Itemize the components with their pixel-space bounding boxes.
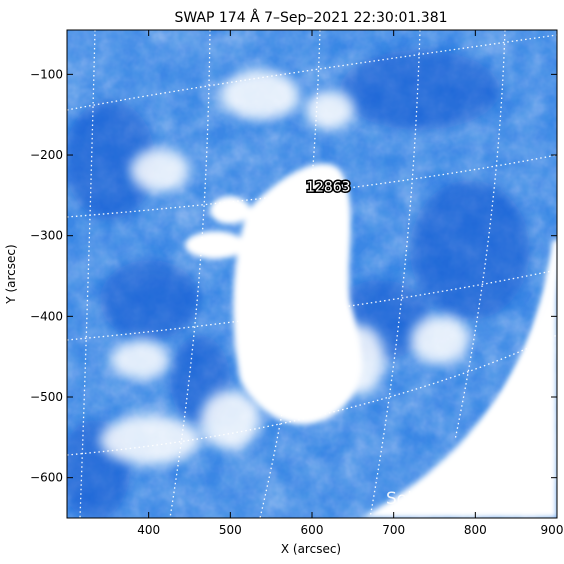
y-tick-label: −300 bbox=[30, 229, 63, 243]
watermark: SolarMonitor.org bbox=[386, 489, 526, 509]
y-tick-label: −100 bbox=[30, 67, 63, 81]
x-tick-label: 600 bbox=[301, 523, 324, 537]
y-tick-label: −600 bbox=[30, 471, 63, 485]
figure-title: SWAP 174 Å 7–Sep–2021 22:30:01.381 bbox=[174, 9, 447, 26]
x-tick-label: 500 bbox=[219, 523, 242, 537]
x-tick-label: 800 bbox=[464, 523, 487, 537]
x-axis: 400 500 600 700 800 900 bbox=[137, 30, 563, 537]
active-region-label: 12863 bbox=[306, 179, 351, 195]
y-tick-label: −400 bbox=[30, 309, 63, 323]
y-axis-label: Y (arcsec) bbox=[4, 244, 18, 304]
y-tick-label: −200 bbox=[30, 148, 63, 162]
x-tick-label: 400 bbox=[137, 523, 160, 537]
heliographic-grid bbox=[67, 30, 557, 518]
x-axis-label: X (arcsec) bbox=[281, 542, 341, 556]
y-axis: −100 −200 −300 −400 −500 −600 bbox=[30, 67, 557, 485]
solar-image bbox=[67, 30, 557, 518]
y-tick-label: −500 bbox=[30, 390, 63, 404]
x-tick-label: 700 bbox=[382, 523, 405, 537]
x-tick-label: 900 bbox=[541, 523, 564, 537]
